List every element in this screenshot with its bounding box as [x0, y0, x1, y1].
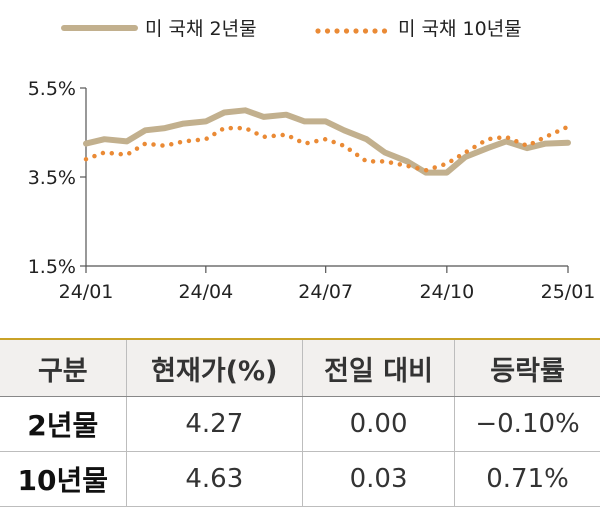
legend-dot: [381, 28, 388, 34]
table-row: 10년물 4.63 0.03 0.71%: [0, 451, 600, 507]
yield-table: 구분 현재가(%) 전일 대비 등락률 2년물 4.27 0.00 −0.10%…: [0, 340, 600, 507]
x-tick-label: 25/01: [541, 281, 596, 303]
row-label: 10년물: [0, 451, 127, 507]
legend-label-10y: 미 국채 10년물: [398, 18, 522, 40]
legend-dot: [334, 28, 340, 34]
x-tick-label: 24/07: [298, 281, 353, 303]
table-row: 2년물 4.27 0.00 −0.10%: [0, 396, 600, 452]
y-tick-label: 3.5%: [28, 167, 76, 189]
header-price: 현재가(%): [125, 340, 303, 397]
legend-dot: [353, 28, 359, 34]
header-change: 전일 대비: [301, 340, 455, 397]
row-change: 0.00: [301, 396, 455, 452]
row-rate: −0.10%: [454, 396, 600, 452]
row-change: 0.03: [301, 451, 455, 507]
legend-swatch-10y: [315, 28, 388, 34]
series-line-2y: [83, 107, 571, 176]
header-rate: 등락률: [454, 340, 600, 397]
row-label: 2년물: [0, 396, 127, 452]
series-line-10y: [83, 124, 571, 173]
table-header-row: 구분 현재가(%) 전일 대비 등락률: [0, 340, 600, 397]
yield-chart: 미 국채 2년물 미 국채 10년물 1.5% 3.5% 5.5% 24/01 24/0…: [28, 18, 596, 303]
x-tick-label: 24/04: [178, 281, 233, 303]
legend: 미 국채 2년물 미 국채 10년물: [61, 18, 522, 40]
y-tick-label: 1.5%: [28, 256, 76, 278]
row-rate: 0.71%: [454, 451, 600, 507]
legend-label-2y: 미 국채 2년물: [145, 18, 257, 40]
series-layer: [83, 107, 571, 176]
legend-dot: [343, 28, 350, 34]
legend-dot: [315, 28, 321, 34]
legend-dot: [372, 28, 378, 34]
legend-dot: [362, 28, 369, 34]
row-price: 4.27: [125, 396, 303, 452]
x-tick-label: 24/01: [59, 281, 114, 303]
legend-dot: [324, 28, 331, 34]
axis-ticks: 1.5% 3.5% 5.5% 24/01 24/04 24/07 24/10 25/01: [28, 78, 596, 303]
x-tick-label: 24/10: [419, 281, 474, 303]
row-price: 4.63: [125, 451, 303, 507]
table-top-border: [0, 338, 600, 340]
header-category: 구분: [0, 340, 127, 397]
y-tick-label: 5.5%: [28, 78, 76, 100]
